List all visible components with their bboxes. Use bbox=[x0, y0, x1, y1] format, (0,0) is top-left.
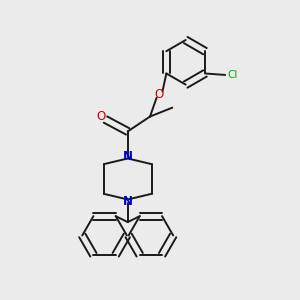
Text: O: O bbox=[96, 110, 105, 123]
Text: O: O bbox=[154, 88, 164, 101]
Text: N: N bbox=[123, 195, 133, 208]
Text: N: N bbox=[123, 150, 133, 163]
Text: Cl: Cl bbox=[228, 70, 238, 80]
